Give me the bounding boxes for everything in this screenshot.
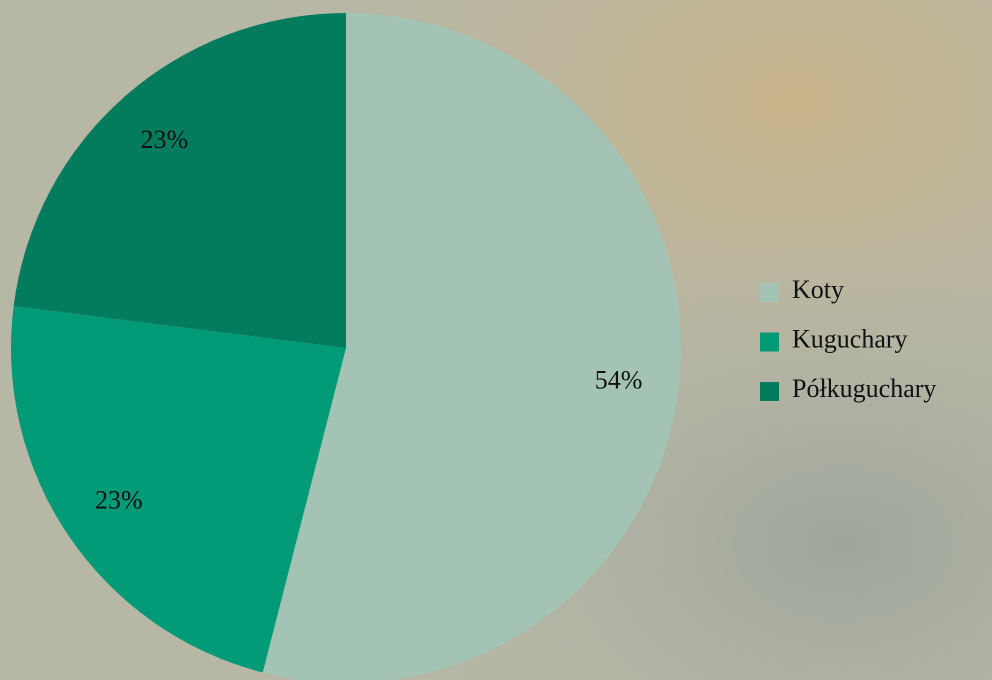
pie-slice [11, 306, 346, 673]
legend-swatch [760, 382, 779, 401]
slice-label: 54% [595, 365, 643, 394]
slice-label: 23% [141, 125, 189, 154]
legend: Koty Kuguchary Półkuguchary [760, 275, 936, 403]
legend-label: Kuguchary [792, 324, 908, 353]
slice-label: 23% [95, 485, 143, 514]
legend-swatch [760, 332, 779, 352]
legend-label: Koty [792, 275, 844, 304]
pie: 54% 23% 23% [11, 13, 681, 680]
legend-swatch [760, 283, 779, 302]
pie-slice [13, 13, 347, 348]
pie-slice [262, 13, 681, 680]
legend-label: Półkuguchary [792, 374, 936, 403]
